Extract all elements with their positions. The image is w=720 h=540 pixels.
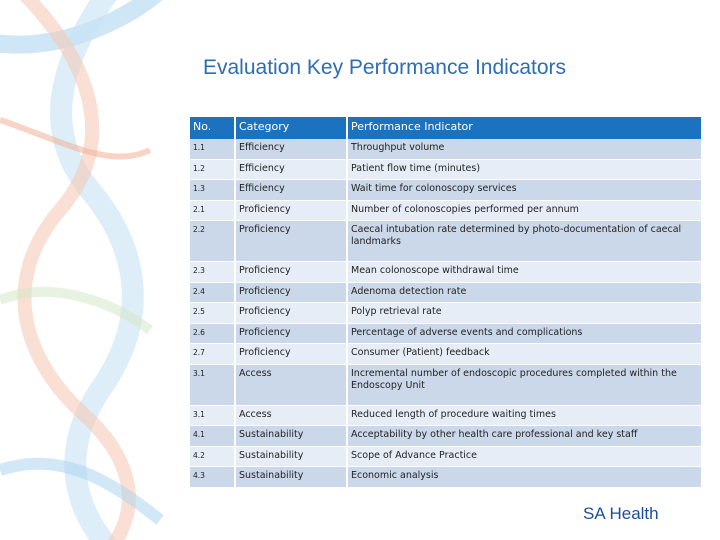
cell-no: 3.1	[190, 365, 236, 406]
cell-category: Sustainability	[236, 426, 348, 447]
cell-category: Proficiency	[236, 344, 348, 365]
table-row: 2.5 Proficiency Polyp retrieval rate	[190, 303, 701, 324]
header-indicator: Performance Indicator	[348, 117, 701, 139]
cell-indicator: Scope of Advance Practice	[348, 447, 701, 467]
table-row: 2.6 Proficiency Percentage of adverse ev…	[190, 324, 701, 344]
cell-indicator: Acceptability by other health care profe…	[348, 426, 701, 447]
cell-category: Proficiency	[236, 221, 348, 262]
cell-no: 4.1	[190, 426, 236, 447]
cell-indicator: Caecal intubation rate determined by pho…	[348, 221, 701, 262]
cell-indicator: Reduced length of procedure waiting time…	[348, 406, 701, 426]
cell-no: 2.1	[190, 201, 236, 221]
table-row: 4.2 Sustainability Scope of Advance Prac…	[190, 447, 701, 467]
cell-category: Proficiency	[236, 201, 348, 221]
cell-indicator: Economic analysis	[348, 467, 701, 488]
cell-category: Efficiency	[236, 160, 348, 180]
table-row: 2.1 Proficiency Number of colonoscopies …	[190, 201, 701, 221]
cell-no: 2.5	[190, 303, 236, 324]
cell-no: 3.1	[190, 406, 236, 426]
cell-indicator: Mean colonoscope withdrawal time	[348, 262, 701, 283]
cell-indicator: Patient flow time (minutes)	[348, 160, 701, 180]
cell-category: Access	[236, 365, 348, 406]
cell-indicator: Throughput volume	[348, 139, 701, 160]
table-row: 1.3 Efficiency Wait time for colonoscopy…	[190, 180, 701, 201]
cell-indicator: Incremental number of endoscopic procedu…	[348, 365, 701, 406]
table-row: 1.2 Efficiency Patient flow time (minute…	[190, 160, 701, 180]
table-header-row: No. Category Performance Indicator	[190, 117, 701, 139]
table-row: 1.1 Efficiency Throughput volume	[190, 139, 701, 160]
cell-category: Proficiency	[236, 262, 348, 283]
cell-no: 2.7	[190, 344, 236, 365]
kpi-table: No. Category Performance Indicator 1.1 E…	[190, 117, 701, 488]
table-row: 2.2 Proficiency Caecal intubation rate d…	[190, 221, 701, 262]
brand-logo-text: SA Health	[583, 504, 659, 523]
cell-indicator: Wait time for colonoscopy services	[348, 180, 701, 201]
cell-indicator: Consumer (Patient) feedback	[348, 344, 701, 365]
header-category: Category	[236, 117, 348, 139]
page-title: Evaluation Key Performance Indicators	[203, 56, 567, 79]
cell-category: Access	[236, 406, 348, 426]
cell-category: Sustainability	[236, 447, 348, 467]
cell-no: 2.3	[190, 262, 236, 283]
cell-no: 2.4	[190, 283, 236, 303]
cell-indicator: Percentage of adverse events and complic…	[348, 324, 701, 344]
table-row: 3.1 Access Reduced length of procedure w…	[190, 406, 701, 426]
cell-no: 1.3	[190, 180, 236, 201]
cell-category: Proficiency	[236, 283, 348, 303]
table-row: 2.4 Proficiency Adenoma detection rate	[190, 283, 701, 303]
table-row: 2.3 Proficiency Mean colonoscope withdra…	[190, 262, 701, 283]
cell-no: 2.6	[190, 324, 236, 344]
cell-category: Proficiency	[236, 324, 348, 344]
cell-no: 4.3	[190, 467, 236, 488]
header-no: No.	[190, 117, 236, 139]
cell-indicator: Adenoma detection rate	[348, 283, 701, 303]
cell-category: Sustainability	[236, 467, 348, 488]
cell-category: Efficiency	[236, 139, 348, 160]
cell-indicator: Number of colonoscopies performed per an…	[348, 201, 701, 221]
table-row: 4.3 Sustainability Economic analysis	[190, 467, 701, 488]
cell-indicator: Polyp retrieval rate	[348, 303, 701, 324]
cell-no: 4.2	[190, 447, 236, 467]
cell-no: 1.2	[190, 160, 236, 180]
table-row: 2.7 Proficiency Consumer (Patient) feedb…	[190, 344, 701, 365]
cell-category: Proficiency	[236, 303, 348, 324]
cell-category: Efficiency	[236, 180, 348, 201]
cell-no: 1.1	[190, 139, 236, 160]
cell-no: 2.2	[190, 221, 236, 262]
table-row: 3.1 Access Incremental number of endosco…	[190, 365, 701, 406]
table-row: 4.1 Sustainability Acceptability by othe…	[190, 426, 701, 447]
